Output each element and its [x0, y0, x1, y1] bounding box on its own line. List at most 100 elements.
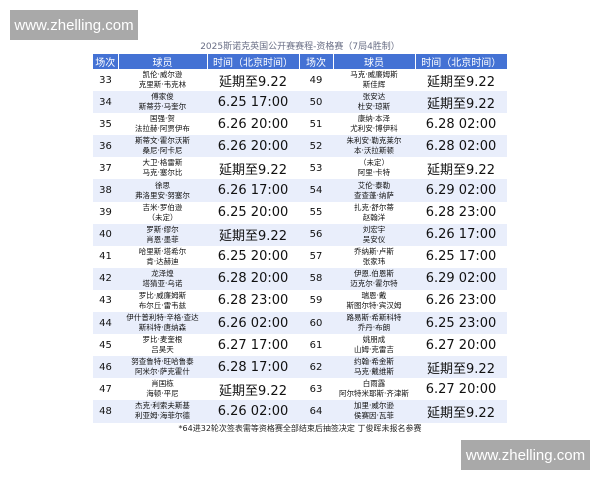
player-2: 克里斯·韦克林 [138, 80, 187, 90]
match-number: 34 [93, 91, 118, 114]
player-2: 赵翰洋 [362, 212, 386, 222]
player-1: 路易斯·希斯科特 [346, 313, 402, 323]
schedule-sheet: 2025斯诺克英国公开赛赛程-资格赛（7局4胜制） 场次 球员 时间（北京时间）… [93, 40, 507, 435]
header-row: 场次 球员 时间（北京时间） 场次 球员 时间（北京时间） [93, 54, 507, 69]
players-cell: 肖国栋 海顿·平尼 [118, 378, 207, 400]
match-time: 延期至9.22 [219, 74, 287, 90]
match-time: 延期至9.22 [415, 356, 507, 379]
player-1: 康纳·本泽 [357, 114, 391, 124]
player-2: 杜安·琼斯 [357, 102, 391, 112]
match-number: 61 [309, 339, 323, 351]
match-time: 6.26 17:00 [415, 223, 507, 246]
table-row: 42 龙泽煌 塔猜亚·乌诺 6.28 20:00 58 伊恩.伯恩斯 迈克尔·霍尔特 6.29… [93, 267, 507, 290]
player-2: 山姆·克雷吉 [354, 345, 394, 355]
player-1: 吉米·罗伯逊 [142, 202, 183, 212]
player-1: 马克·威廉姆斯 [350, 70, 398, 80]
player-2: 马克·塞尔比 [142, 168, 183, 178]
player-2: 斯蒂芬·马奎尔 [138, 102, 187, 112]
player-2: 弗洛里安·努塞尔 [135, 190, 190, 200]
footnote: *64进32轮次签表需等资格赛全部结束后抽签决定 丁俊晖未报名参赛 [178, 423, 422, 433]
player-1: 罗比·麦奎根 [142, 335, 183, 345]
table-row: 35 国强·贺 法拉赫·阿贾伊布 6.26 20:00 51 康纳·本泽 尤利安·博伊科 6.… [93, 113, 507, 135]
match-time: 6.29 02:00 [415, 267, 507, 290]
players-cell: 路易斯·希斯科特 乔丹·布朗 [333, 312, 415, 335]
player-1: 张安达 [362, 92, 386, 102]
match-number: 45 [99, 339, 112, 351]
match-time: 6.27 17:00 [217, 337, 289, 353]
player-2: 海顿·平尼 [146, 389, 179, 399]
match-time: 6.28 02:00 [425, 116, 497, 132]
match-time: 6.28 23:00 [425, 205, 497, 221]
players-cell: 徐思 弗洛里安·努塞尔 [118, 179, 207, 202]
match-time: 6.26 20:00 [207, 135, 299, 158]
player-2: 法拉赫·阿贾伊布 [135, 124, 190, 134]
players-cell: 大卫·格雷斯 马克·塞尔比 [118, 157, 207, 179]
watermark-top-left: www.zhelling.com [10, 10, 138, 40]
match-time: 6.26 20:00 [217, 116, 289, 132]
player-1: 扎克·舒尔蒂 [354, 202, 394, 212]
match-number: 35 [99, 118, 112, 130]
player-2: 本·沃拉斯顿 [354, 146, 394, 156]
match-time: 延期至9.22 [415, 91, 507, 114]
player-1: 大卫·格雷斯 [142, 158, 183, 168]
table-row: 39 吉米·罗伯逊 （未定） 6.25 20:00 55 扎克·舒尔蒂 赵翰洋 6.28 23… [93, 202, 507, 224]
table-row: 44 伊什普利特·辛格·查达 斯科特·唐纳森 6.26 02:00 60 路易斯·希斯科特… [93, 312, 507, 335]
player-2: 肯·达赫迪 [146, 256, 179, 266]
table-row: 45 罗比·麦奎根 吕昊天 6.27 17:00 61 姚朋成 山姆·克雷吉 6.27 20:… [93, 334, 507, 356]
match-number: 36 [93, 135, 118, 158]
players-cell: 凯伦·威尔逊 克里斯·韦克林 [118, 69, 207, 91]
match-number: 33 [99, 74, 112, 86]
players-cell: 马克·威廉姆斯 斯佳辉 [333, 69, 415, 91]
players-cell: 朱利安·勒克莱尔 本·沃拉斯顿 [333, 135, 415, 158]
players-cell: 伊恩.伯恩斯 迈克尔·霍尔特 [333, 267, 415, 290]
player-2: 阿里·卡特 [357, 168, 391, 178]
header-time: 时间（北京时间） [415, 54, 507, 69]
player-1: 白雨露 [362, 379, 386, 389]
player-1: 姚朋成 [362, 335, 386, 345]
match-number: 57 [309, 251, 323, 263]
player-1: 乔纳斯·卢斯 [354, 246, 394, 256]
match-time: 延期至9.22 [219, 383, 287, 399]
match-number: 43 [99, 295, 112, 307]
match-number: 54 [299, 179, 333, 202]
match-number: 40 [93, 223, 118, 246]
match-time: 延期至9.22 [427, 162, 495, 178]
match-number: 48 [93, 400, 118, 423]
player-2: 塔猜亚·乌诺 [142, 278, 183, 288]
match-number: 51 [309, 118, 323, 130]
player-1: 龙泽煌 [151, 268, 174, 278]
match-number: 46 [93, 356, 118, 379]
player-1: 哈里斯·塔希尔 [138, 246, 187, 256]
player-2: 侯赛因·瓦菲 [354, 411, 394, 421]
player-1: 瑞恩·戴 [361, 290, 387, 300]
players-cell: 刘宏宇 吴安仪 [333, 223, 415, 246]
players-cell: 哈里斯·塔希尔 肯·达赫迪 [118, 246, 207, 268]
player-1: 罗比·威廉姆斯 [138, 290, 187, 300]
match-time: 6.27 20:00 [425, 381, 497, 397]
header-players: 球员 [333, 54, 416, 69]
players-cell: 罗比·威廉姆斯 布尔丘·雷韦兹 [118, 290, 207, 312]
match-number: 64 [299, 400, 333, 423]
match-time: 6.26 02:00 [207, 400, 299, 423]
match-time: 6.26 02:00 [207, 312, 299, 335]
table-row: 41 哈里斯·塔希尔 肯·达赫迪 6.25 20:00 57 乔纳斯·卢斯 张家玮 6.25 … [93, 246, 507, 268]
players-cell: （未定） 阿里·卡特 [333, 157, 415, 179]
match-number: 56 [299, 223, 333, 246]
players-cell: 吉米·罗伯逊 （未定） [118, 202, 207, 224]
match-number: 62 [299, 356, 333, 379]
player-1: 罗斯·缪尔 [146, 224, 179, 234]
match-number: 55 [309, 207, 323, 219]
match-time: 6.27 20:00 [425, 337, 497, 353]
schedule-title: 2025斯诺克英国公开赛赛程-资格赛（7局4胜制） [200, 42, 400, 52]
player-2: 桑尼·阿卡尼 [142, 146, 183, 156]
table-row: 33 凯伦·威尔逊 克里斯·韦克林 延期至9.22 49 马克·威廉姆斯 斯佳辉 延期至9.2… [93, 69, 507, 91]
players-cell: 龙泽煌 塔猜亚·乌诺 [118, 267, 207, 290]
table-row: 34 傅家俊 斯蒂芬·马奎尔 6.25 17:00 50 张安达 杜安·琼斯 延期至9.22 [93, 91, 507, 114]
player-1: 加里·威尔逊 [354, 401, 394, 411]
players-cell: 张安达 杜安·琼斯 [333, 91, 415, 114]
player-1: 朱利安·勒克莱尔 [346, 136, 402, 146]
player-1: 伊恩.伯恩斯 [354, 268, 394, 278]
table-row: 46 努查鲁特·旺哈鲁泰 阿米尔·萨克霍什 6.28 17:00 62 约翰·希金斯 马克·… [93, 356, 507, 379]
match-number: 38 [93, 179, 118, 202]
match-number: 63 [309, 383, 323, 395]
